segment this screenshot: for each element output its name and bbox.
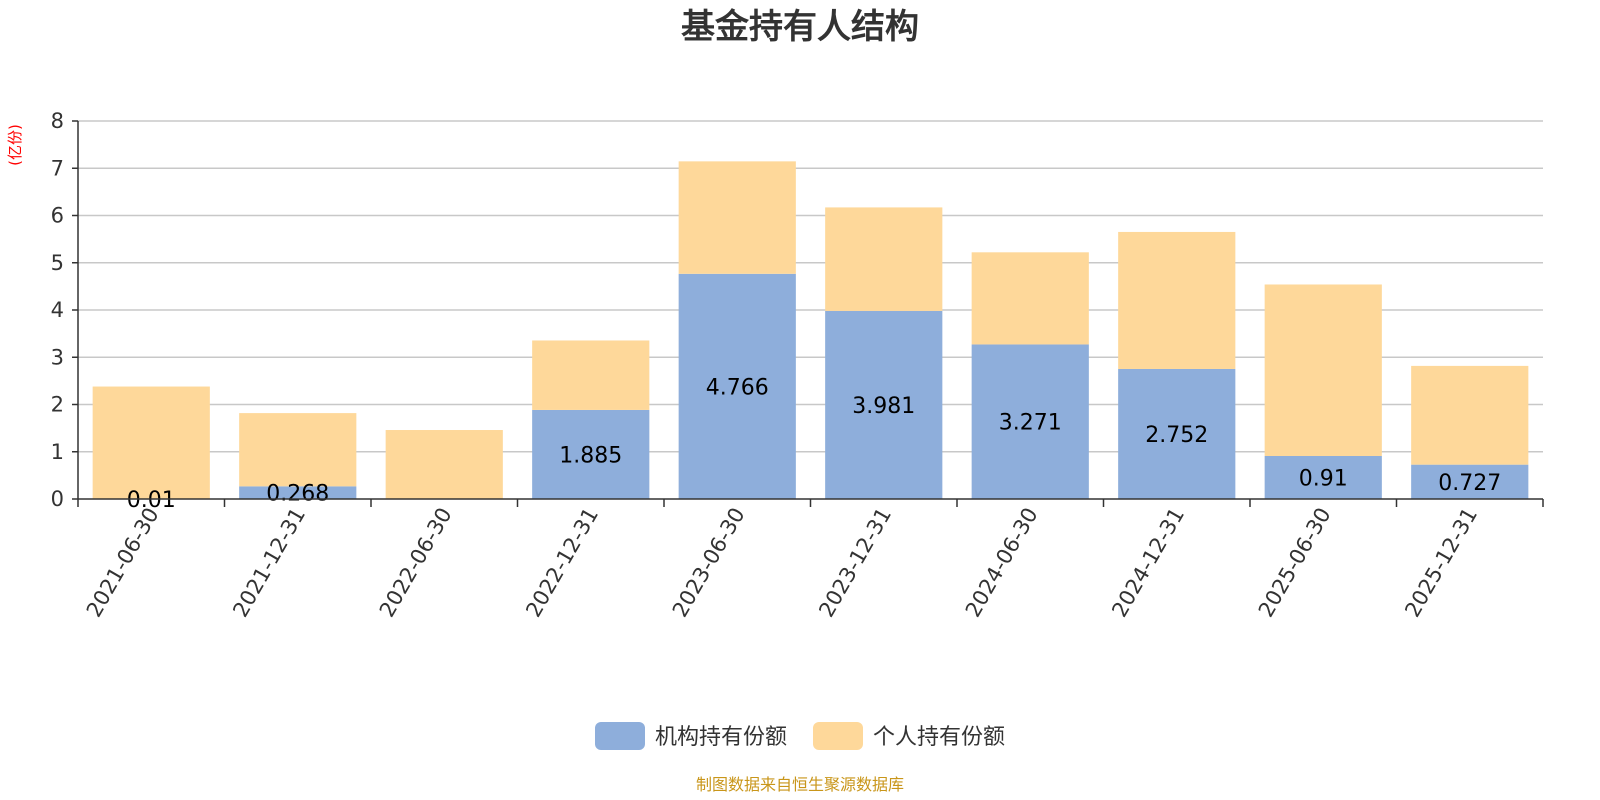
y-tick-label: 2: [51, 393, 64, 417]
y-tick-label: 1: [51, 440, 64, 464]
bar-individual-2022-12-31: [532, 340, 650, 410]
data-label-2025-12-31: 0.727: [1438, 471, 1501, 496]
legend-swatch-institutional: [595, 722, 645, 750]
y-tick-label: 7: [51, 156, 64, 180]
bar-institutional-2024-06-30: [971, 344, 1089, 499]
y-tick-label: 6: [51, 204, 64, 228]
x-tick-label: 2023-06-30: [668, 504, 750, 622]
bar-institutional-2023-06-30: [678, 273, 796, 499]
y-tick-label: 3: [51, 345, 64, 369]
y-tick-label: 8: [51, 109, 64, 133]
bar-individual-2025-12-31: [1411, 365, 1529, 465]
bar-institutional-2025-12-31: [1411, 464, 1529, 499]
bar-institutional-2022-12-31: [532, 409, 650, 499]
legend-label-institutional: 机构持有份额: [655, 725, 787, 750]
bar-individual-2024-12-31: [1118, 231, 1236, 369]
bars: [92, 161, 1529, 499]
x-tick-label: 2024-06-30: [961, 504, 1043, 622]
bar-institutional-2024-12-31: [1118, 368, 1236, 499]
bar-individual-2025-06-30: [1264, 284, 1382, 457]
bar-institutional-2021-12-31: [239, 486, 357, 499]
y-tick-label: 4: [51, 298, 64, 322]
gridlines: [78, 120, 1543, 453]
x-tick-label: 2025-12-31: [1400, 504, 1482, 622]
data-label-2022-12-31: 1.885: [559, 443, 622, 468]
x-tick-label: 2022-06-30: [375, 504, 457, 622]
data-label-2024-06-30: 3.271: [999, 411, 1062, 436]
data-label-2024-12-31: 2.752: [1145, 423, 1208, 448]
data-label-2023-06-30: 4.766: [706, 375, 769, 400]
bar-individual-2023-06-30: [678, 161, 796, 274]
x-tick-label: 2022-12-31: [521, 504, 603, 622]
data-labels: 0.01 0.268 1.885 4.766 3.981 3.271 2.752 0.91 0.…: [127, 375, 1501, 512]
bar-individual-2022-06-30: [385, 430, 503, 499]
bar-individual-2021-06-30: [92, 386, 210, 499]
x-tick-label: 2021-06-30: [82, 504, 164, 622]
source-note: 制图数据来自恒生聚源数据库: [696, 775, 904, 794]
x-tick-label: 2024-12-31: [1107, 504, 1189, 622]
x-tick-label: 2023-12-31: [814, 504, 896, 622]
data-label-2023-12-31: 3.981: [852, 394, 915, 419]
chart-title: 基金持有人结构: [681, 7, 919, 47]
data-label-2025-06-30: 0.91: [1299, 467, 1348, 492]
bar-individual-2024-06-30: [971, 252, 1089, 345]
data-label-2021-06-30: 0.01: [127, 488, 176, 513]
data-label-2021-12-31: 0.268: [266, 482, 329, 507]
y-tick-label: 0: [51, 487, 64, 511]
bar-institutional-2025-06-30: [1264, 456, 1382, 499]
bar-institutional-2023-12-31: [825, 310, 943, 499]
y-tick-label: 5: [51, 251, 64, 275]
bar-individual-2023-12-31: [825, 207, 943, 311]
y-axis-unit-label: (亿份): [6, 124, 24, 166]
legend-swatch-individual: [813, 722, 863, 750]
legend: 机构持有份额 个人持有份额: [595, 722, 1005, 750]
x-tick-label: 2025-06-30: [1254, 504, 1336, 622]
legend-label-individual: 个人持有份额: [873, 725, 1005, 750]
x-tick-label: 2021-12-31: [228, 504, 310, 622]
bar-individual-2021-12-31: [239, 413, 357, 487]
